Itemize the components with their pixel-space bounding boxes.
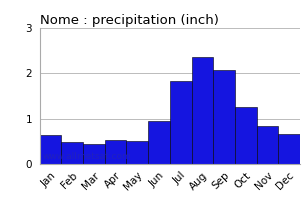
Bar [62, 142, 83, 164]
Bar [148, 121, 170, 164]
Bar [170, 81, 192, 164]
Bar [105, 140, 126, 164]
Bar [192, 57, 213, 164]
Bar [40, 135, 62, 164]
Bar [235, 107, 256, 164]
Bar [256, 126, 278, 164]
Bar [126, 141, 148, 164]
Bar [213, 70, 235, 164]
Bar [278, 134, 300, 164]
Bar [83, 144, 105, 164]
Text: Nome : precipitation (inch): Nome : precipitation (inch) [40, 14, 219, 27]
Text: www.allmetsat.com: www.allmetsat.com [42, 152, 131, 161]
